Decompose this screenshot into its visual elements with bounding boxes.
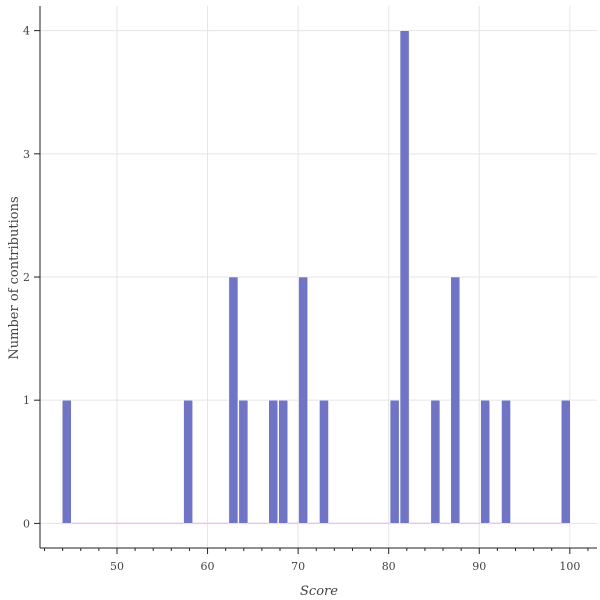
histogram-bar	[228, 276, 239, 524]
x-tick-label: 100	[559, 560, 580, 573]
y-tick-label: 4	[23, 25, 30, 38]
histogram-bar	[501, 399, 511, 524]
histogram-bar	[561, 399, 571, 524]
y-tick-label: 2	[23, 271, 30, 284]
histogram-bar	[389, 399, 400, 524]
y-axis-title: Number of contributions	[7, 196, 22, 359]
x-tick-label: 90	[472, 560, 486, 573]
ticks: 50 60 70 80 90 100 0 1 2 3 4	[23, 25, 589, 573]
y-tick-label: 0	[23, 517, 30, 530]
histogram-bar	[480, 399, 490, 524]
bars	[61, 30, 571, 524]
y-tick-label: 1	[23, 394, 30, 407]
histogram-bar	[278, 399, 288, 524]
x-tick-label: 60	[201, 560, 215, 573]
grid	[40, 6, 597, 548]
histogram-bar	[450, 276, 461, 524]
x-tick-label: 80	[382, 560, 396, 573]
histogram-bar	[399, 30, 410, 524]
histogram-bar	[268, 399, 279, 524]
x-tick-label: 70	[291, 560, 305, 573]
histogram-bar	[430, 399, 441, 524]
histogram-bar	[238, 399, 249, 524]
x-tick-label: 50	[110, 560, 124, 573]
y-tick-label: 3	[23, 148, 30, 161]
histogram-bar	[298, 276, 308, 524]
histogram-bar	[319, 399, 329, 524]
histogram-bar	[61, 399, 72, 524]
x-axis-title: Score	[300, 584, 338, 599]
histogram-bar	[183, 399, 193, 524]
